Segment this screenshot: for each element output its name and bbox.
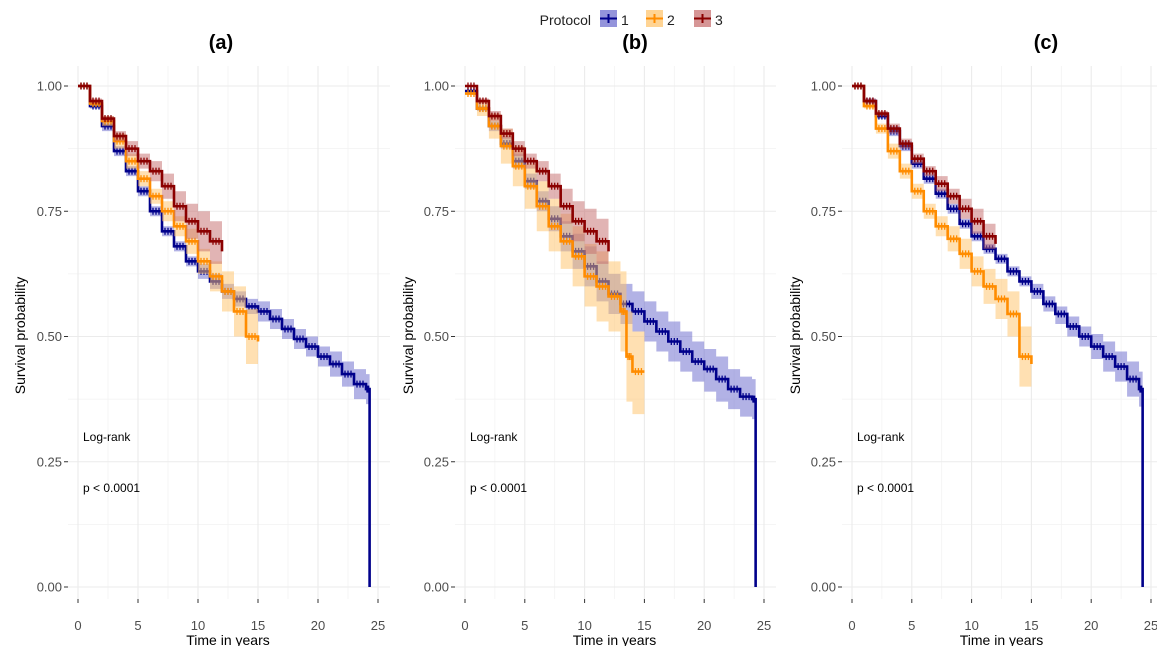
- y-tick-label: 0.50: [424, 329, 449, 344]
- survival-curve: [852, 84, 997, 244]
- y-tick-label: 0.00: [424, 580, 449, 595]
- survival-curve: [465, 89, 757, 587]
- y-tick-label: 0.50: [811, 329, 836, 344]
- p-value-label: p < 0.0001: [470, 481, 527, 495]
- x-tick-label: 0: [461, 618, 468, 633]
- legend: Protocol 1 2 3: [540, 10, 723, 28]
- y-tick-label: 1.00: [37, 79, 62, 94]
- x-tick-label: 20: [1084, 618, 1098, 633]
- x-tick-label: 25: [371, 618, 385, 633]
- x-tick-label: 10: [191, 618, 205, 633]
- y-tick-label: 1.00: [424, 79, 449, 94]
- y-tick-label: 0.75: [424, 204, 449, 219]
- series-3: [465, 82, 610, 269]
- p-value-label: p < 0.0001: [83, 481, 140, 495]
- y-tick-label: 0.00: [811, 580, 836, 595]
- series-3: [78, 82, 224, 274]
- x-axis-title: Time in years: [960, 632, 1044, 646]
- series-3: [852, 82, 997, 257]
- log-rank-label: Log-rank: [470, 430, 518, 444]
- y-tick-label: 0.75: [37, 204, 62, 219]
- y-axis-title: Survival probability: [400, 277, 416, 395]
- y-tick-label: 0.25: [37, 454, 62, 469]
- legend-title: Protocol: [540, 12, 591, 28]
- confidence-band: [78, 86, 222, 274]
- x-tick-label: 10: [577, 618, 591, 633]
- y-axis-title: Survival probability: [787, 277, 803, 395]
- panel-title: (c): [1034, 32, 1058, 54]
- y-tick-label: 1.00: [811, 79, 836, 94]
- x-tick-label: 20: [311, 618, 325, 633]
- gridlines: [68, 66, 390, 599]
- panel-c: 0.00 0.25 0.50 0.75 1.00 0 5 10 15 20 25 (c) Time in…: [787, 32, 1157, 646]
- x-tick-label: 0: [848, 618, 855, 633]
- series-1: [78, 82, 371, 587]
- legend-item-2: 2: [646, 10, 675, 28]
- log-rank-label: Log-rank: [857, 430, 905, 444]
- x-tick-label: 5: [908, 618, 915, 633]
- y-tick-label: 0.00: [37, 580, 62, 595]
- y-axis-title: Survival probability: [12, 277, 28, 395]
- log-rank-label: Log-rank: [83, 430, 131, 444]
- confidence-band: [78, 86, 258, 365]
- panel-a: 0.00 0.25 0.50 0.75 1.00 0 5 10 15 20 25 (a) Time in…: [12, 32, 390, 646]
- x-tick-label: 10: [964, 618, 978, 633]
- x-tick-label: 15: [251, 618, 265, 633]
- legend-item-3: 3: [694, 10, 723, 28]
- x-tick-label: 15: [1024, 618, 1038, 633]
- y-tick-label: 0.25: [811, 454, 836, 469]
- x-tick-label: 20: [697, 618, 711, 633]
- p-value-label: p < 0.0001: [857, 481, 914, 495]
- legend-label: 3: [715, 12, 723, 28]
- x-axis-title: Time in years: [186, 632, 270, 646]
- y-tick-label: 0.75: [811, 204, 836, 219]
- x-axis-title: Time in years: [573, 632, 657, 646]
- x-tick-label: 5: [521, 618, 528, 633]
- survival-curve: [465, 84, 610, 252]
- x-tick-label: 25: [1144, 618, 1157, 633]
- legend-item-1: 1: [600, 10, 629, 28]
- panel-b: 0.00 0.25 0.50 0.75 1.00 0 5 10 15 20 25 (b) Time in…: [400, 32, 776, 646]
- x-tick-label: 25: [757, 618, 771, 633]
- survival-curve: [78, 84, 224, 252]
- x-tick-label: 15: [637, 618, 651, 633]
- x-tick-label: 0: [74, 618, 81, 633]
- panel-title: (a): [209, 32, 233, 54]
- panel-title: (b): [622, 32, 648, 54]
- legend-label: 1: [621, 12, 629, 28]
- confidence-band: [465, 91, 756, 587]
- y-tick-label: 0.50: [37, 329, 62, 344]
- x-tick-label: 5: [134, 618, 141, 633]
- legend-label: 2: [667, 12, 675, 28]
- y-tick-label: 0.25: [424, 454, 449, 469]
